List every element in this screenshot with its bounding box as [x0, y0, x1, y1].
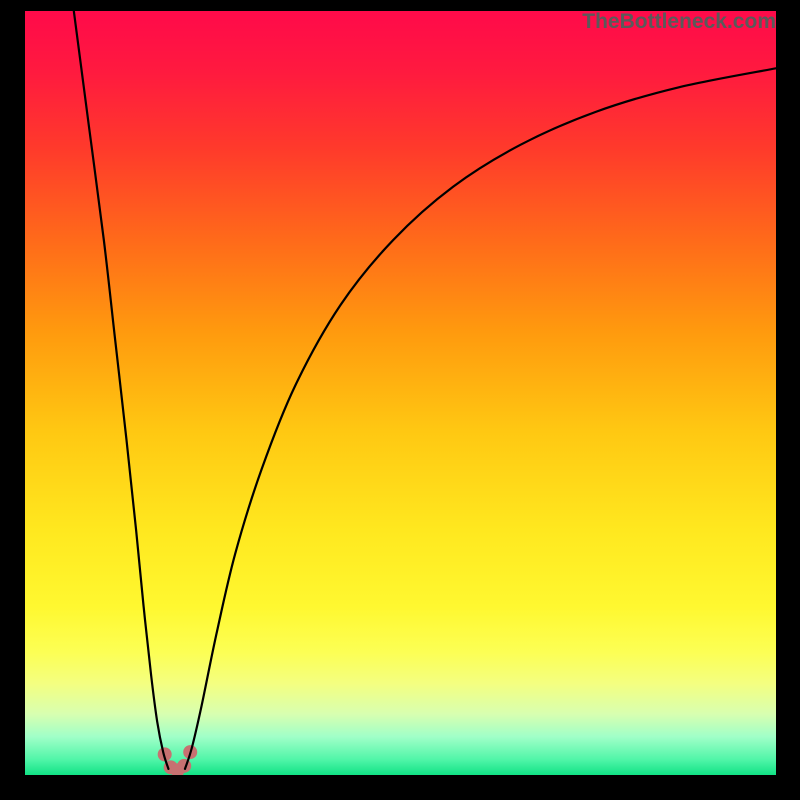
plot-area [25, 11, 776, 775]
curve-left-branch [74, 11, 169, 769]
marker-dot [177, 759, 191, 773]
chart-container: TheBottleneck.com [0, 0, 800, 800]
curve-layer [25, 11, 776, 775]
watermark-text: TheBottleneck.com [582, 10, 776, 34]
curve-right-branch [185, 68, 776, 769]
